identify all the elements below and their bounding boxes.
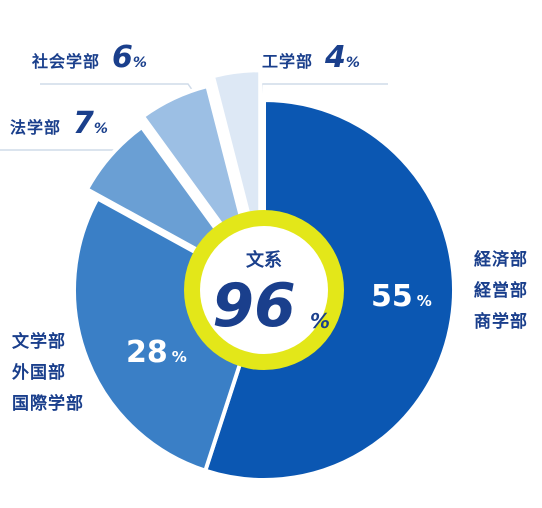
label-social: 社会学部 6% xyxy=(32,40,147,75)
label-line: 外国部 xyxy=(12,363,66,383)
label-social-unit: % xyxy=(132,55,147,71)
label-engineering: 工学部 4% xyxy=(262,40,360,75)
label-law: 法学部 7% xyxy=(10,106,108,141)
label-humanities-group: 文学部 外国部 国際学部 xyxy=(12,327,84,420)
center-hole xyxy=(200,226,328,354)
label-line: 商学部 xyxy=(474,312,528,332)
label-law-unit: % xyxy=(93,121,108,137)
label-engineering-name: 工学部 xyxy=(262,52,314,71)
label-line: 文学部 xyxy=(12,332,66,352)
center-label: 文系 xyxy=(246,249,282,271)
label-law-value: 7 xyxy=(73,106,94,141)
center-unit: % xyxy=(310,309,330,333)
label-engineering-value: 4 xyxy=(325,40,346,75)
label-social-name: 社会学部 xyxy=(32,52,101,71)
label-economics-group: 経済部 経営部 商学部 xyxy=(474,245,528,338)
slice-value-humanities: 28% xyxy=(126,335,187,370)
label-line: 経済部 xyxy=(474,250,528,270)
label-engineering-unit: % xyxy=(345,55,360,71)
label-line: 経営部 xyxy=(474,281,528,301)
label-line: 国際学部 xyxy=(12,394,84,414)
label-social-value: 6 xyxy=(112,40,133,75)
center-value: 96 xyxy=(212,271,296,341)
slice-value-economics: 55% xyxy=(371,279,432,314)
label-law-name: 法学部 xyxy=(10,118,62,137)
